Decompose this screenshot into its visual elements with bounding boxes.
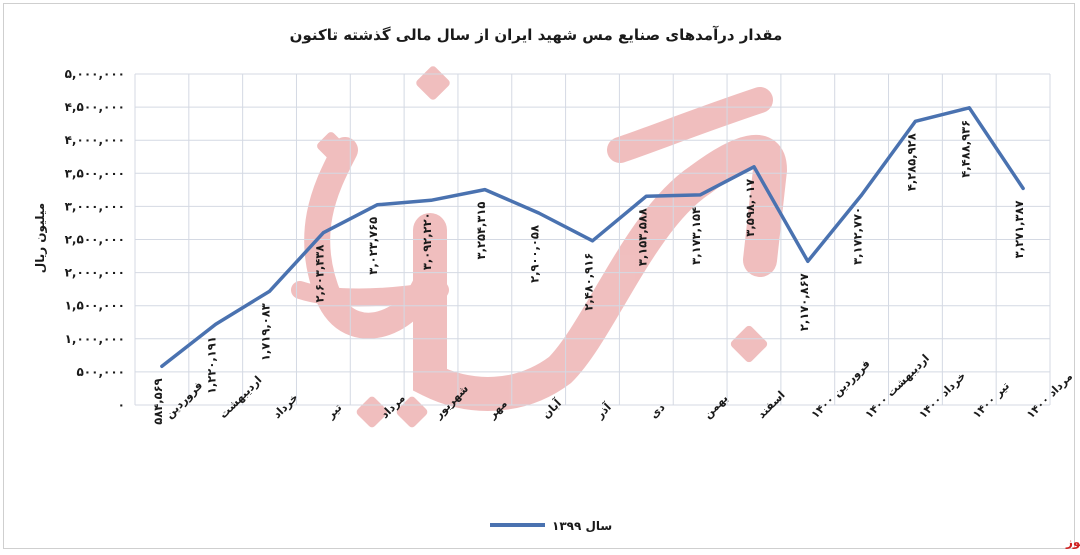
data-point [913, 119, 917, 123]
data-point [1021, 186, 1025, 190]
data-label: ۱,۷۱۹,۰۸۳ [259, 303, 273, 361]
data-label: ۳,۱۵۳,۵۸۸ [635, 208, 649, 266]
data-point [591, 239, 594, 243]
data-point [967, 106, 971, 110]
data-label: ۳,۲۵۴,۳۱۵ [474, 202, 488, 260]
data-label: ۲,۹۰۰,۰۵۸ [528, 225, 542, 283]
data-label: ۲,۱۷۰,۸۶۷ [797, 273, 811, 331]
y-tick-label: ۴,۵۰۰,۰۰۰ [65, 100, 125, 114]
data-label: ۳,۰۹۲,۲۲۰ [420, 212, 434, 270]
chart-title: مقدار درآمدهای صنایع مس شهید ایران از سا… [290, 26, 783, 44]
y-tick-label: ۳,۰۰۰,۰۰۰ [65, 199, 125, 213]
data-point [321, 231, 325, 235]
data-label: ۳,۱۷۳,۱۵۴ [689, 207, 703, 265]
data-point [375, 203, 379, 207]
series-line-layer [160, 106, 1025, 369]
legend: سال ۱۳۹۹ [490, 519, 612, 533]
x-tick-label: تیر ۱۴۰۰ [970, 379, 1012, 421]
x-tick-label: فروردین [163, 379, 205, 421]
data-point [752, 165, 756, 169]
data-label: ۱,۲۲۰,۱۹۱ [205, 336, 219, 394]
y-tick-label: ۱,۰۰۰,۰۰۰ [65, 332, 125, 346]
data-point [537, 211, 541, 215]
x-tick-label: بهمن [701, 392, 730, 421]
data-point [429, 198, 433, 202]
data-point [644, 194, 648, 198]
data-label: ۳,۲۷۱,۳۸۷ [1012, 200, 1026, 258]
data-label: ۴,۲۸۵,۹۲۸ [904, 133, 918, 191]
data-point [483, 188, 487, 192]
x-tick-label: اردیبهشت [217, 373, 265, 421]
data-labels: ۵۸۴,۵۶۹ ۱,۲۲۰,۱۹۱ ۱,۷۱۹,۰۸۳ ۲,۶۰۳,۴۳۸ ۳,۰۲۳,… [151, 120, 1026, 425]
y-axis-ticks: ۰ ۵۰۰,۰۰۰ ۱,۰۰۰,۰۰۰ ۱,۵۰۰,۰۰۰ ۲,۰۰۰,۰۰۰ ۲,۵۰۰… [65, 67, 125, 412]
data-point [806, 259, 810, 263]
y-tick-label: ۰ [118, 398, 125, 412]
y-tick-label: ۴,۰۰۰,۰۰۰ [65, 133, 125, 147]
x-tick-label: دی [647, 401, 668, 422]
x-tick-label: آذر [592, 400, 614, 422]
y-tick-label: ۲,۵۰۰,۰۰۰ [65, 233, 125, 247]
chart-frame [3, 3, 1075, 549]
data-point [860, 193, 864, 197]
y-axis-label: میلیون ریال [33, 203, 48, 273]
data-point [268, 289, 272, 293]
data-point [698, 193, 702, 197]
data-label: ۳,۱۷۲,۷۷۰ [851, 207, 865, 265]
data-label: ۲,۶۰۳,۴۳۸ [312, 245, 326, 303]
data-label: ۳,۰۲۳,۷۶۵ [366, 217, 380, 275]
data-label: ۲,۴۸۰,۹۱۶ [582, 253, 596, 311]
y-tick-label: ۲,۰۰۰,۰۰۰ [65, 266, 125, 280]
data-point [160, 364, 164, 368]
data-label: ۵۸۴,۵۶۹ [151, 378, 165, 424]
data-point [214, 322, 218, 326]
y-tick-label: ۳,۵۰۰,۰۰۰ [65, 166, 125, 180]
data-label: ۴,۴۸۸,۹۳۶ [958, 120, 972, 178]
y-tick-label: ۱,۵۰۰,۰۰۰ [65, 299, 125, 313]
y-tick-label: ۵۰۰,۰۰۰ [76, 365, 125, 379]
x-tick-label: تیر [324, 401, 345, 422]
legend-label: سال ۱۳۹۹ [552, 519, 612, 533]
y-tick-label: ۵,۰۰۰,۰۰۰ [65, 67, 125, 81]
data-label: ۳,۵۹۸,۰۱۷ [743, 179, 757, 237]
source-credit: بورس نیوز [1065, 535, 1080, 550]
grid-lines [134, 73, 1051, 406]
